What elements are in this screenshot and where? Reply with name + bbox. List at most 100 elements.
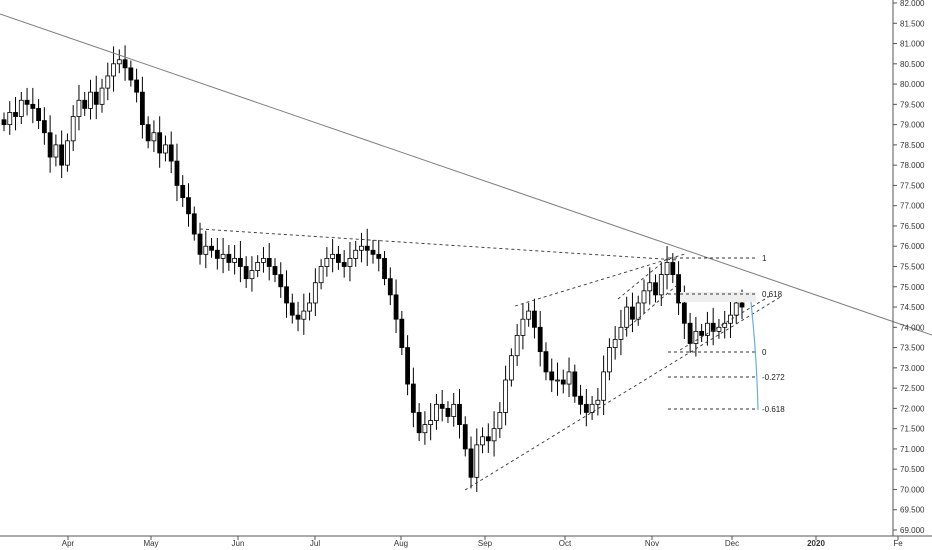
candle-body [508, 355, 514, 381]
candle-body [191, 213, 197, 235]
candle-body [733, 302, 739, 316]
candle-body [497, 412, 503, 430]
candle-body [612, 339, 618, 348]
candle-body [278, 274, 284, 288]
candle-body [324, 257, 330, 267]
candle-body [364, 245, 370, 251]
price-tick-label: 78.500 [900, 141, 925, 150]
candle-body [163, 144, 168, 154]
candle-body [537, 326, 543, 353]
candle-body [65, 140, 70, 166]
candle-body [583, 403, 589, 413]
candle-body [255, 262, 261, 271]
price-axis[interactable]: 69.000 69.500 70.000 70.500 71.000 71.500 72.0… [893, 0, 925, 535]
candle-body [151, 132, 157, 142]
price-tick-label: 71.500 [900, 425, 925, 434]
candle-body [353, 249, 359, 259]
time-tick-label: Fe [893, 539, 903, 548]
price-tick-label: 73.500 [900, 344, 925, 353]
candle-body [237, 257, 243, 267]
candle-body [284, 286, 289, 304]
candle-body [232, 257, 238, 263]
price-tick-label: 79.500 [900, 100, 925, 109]
candle-body [24, 99, 30, 105]
price-tick-label: 74.500 [900, 303, 925, 312]
candle-body [681, 302, 687, 324]
candle-body [105, 75, 111, 89]
candle-body [532, 310, 537, 328]
candle-body [630, 306, 635, 320]
candle-body [578, 395, 583, 405]
candle-body [705, 322, 710, 336]
trendline [0, 13, 932, 336]
candle-body [503, 379, 509, 413]
candle-body [157, 132, 163, 154]
candle-body [399, 318, 405, 348]
time-axis[interactable]: Apr May Jun Jul Aug Sep Oct Nov Dec 2020 Fe [62, 536, 903, 548]
candle-body [134, 79, 140, 93]
candle-body [111, 63, 116, 77]
candle-body [203, 245, 209, 255]
price-tick-label: 76.000 [900, 242, 925, 251]
candle-body [491, 428, 497, 442]
candle-body [53, 144, 59, 158]
candle-body [514, 335, 520, 357]
candle-body [601, 371, 607, 401]
candle-body [676, 274, 681, 304]
candle-body [410, 383, 416, 413]
candle-body [635, 302, 641, 320]
price-tick-label: 80.500 [900, 60, 925, 69]
candle-body [301, 310, 307, 320]
candle-body [318, 266, 324, 284]
channel-upper-line [617, 257, 669, 300]
candle-body [197, 233, 203, 255]
candle-body [47, 132, 53, 158]
candle-body [595, 399, 601, 405]
candle-body [249, 270, 255, 280]
candle-body [387, 278, 393, 296]
channel-lower-line [624, 285, 677, 331]
fib-zone [680, 292, 756, 302]
price-tick-label: 71.000 [900, 445, 925, 454]
candle-body [226, 253, 232, 263]
candle-body [728, 314, 733, 324]
price-tick-label: 69.000 [900, 526, 925, 535]
price-tick-label: 78.000 [900, 161, 925, 170]
candle-body [526, 310, 532, 320]
candle-body [480, 436, 485, 446]
price-tick-label: 76.500 [900, 222, 925, 231]
price-tick-label: 69.500 [900, 506, 925, 515]
time-tick-label: Apr [62, 539, 75, 548]
fib-level-label: -0.618 [762, 405, 785, 414]
price-tick-label: 77.000 [900, 202, 925, 211]
candles-layer [1, 45, 745, 493]
candle-body [307, 302, 312, 312]
candle-body [139, 91, 145, 126]
price-tick-label: 82.000 [900, 0, 925, 8]
candle-body [168, 144, 174, 162]
price-tick-label: 70.500 [900, 465, 925, 474]
candle-body [405, 347, 410, 385]
candle-body [382, 257, 387, 280]
candle-body [336, 253, 341, 263]
price-tick-label: 70.000 [900, 485, 925, 494]
candle-body [13, 112, 18, 117]
candle-body [653, 282, 658, 296]
time-tick-label: 2020 [807, 539, 825, 548]
price-tick-label: 72.500 [900, 384, 925, 393]
candle-body [289, 302, 295, 316]
candle-body [457, 403, 462, 426]
candle-body [36, 108, 41, 121]
candle-body [664, 262, 670, 276]
candle-body [560, 379, 566, 385]
price-tick-label: 81.000 [900, 40, 925, 49]
candle-body [543, 351, 549, 373]
candle-body [7, 112, 13, 126]
candle-body [312, 282, 318, 304]
wedge-lower-line [464, 295, 783, 491]
fib-level-label: 0.618 [762, 290, 783, 299]
time-tick-label: Aug [394, 539, 408, 548]
candle-body [468, 448, 474, 478]
